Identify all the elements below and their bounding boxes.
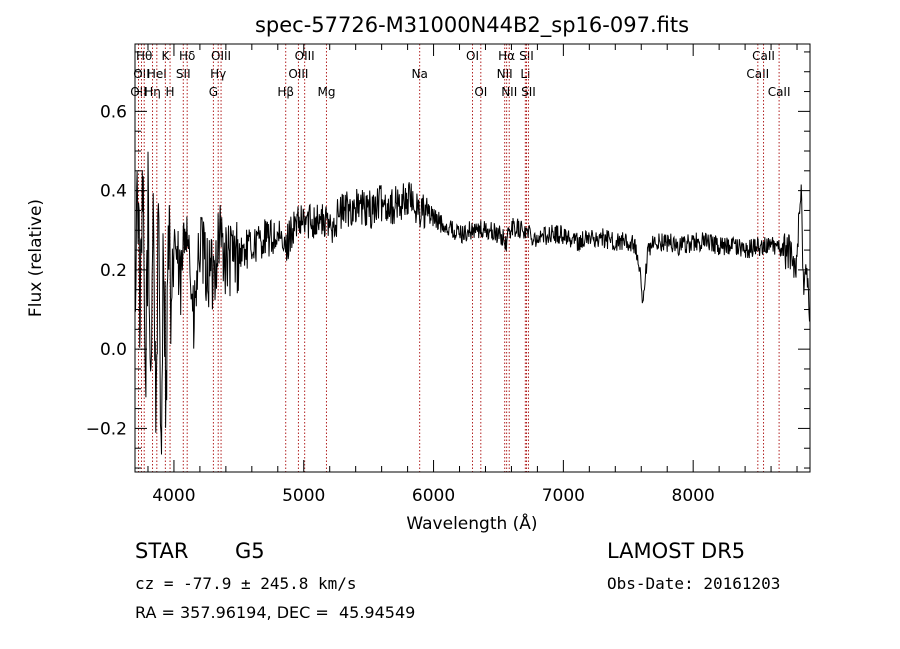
plot-frame	[134, 43, 811, 473]
x-tick-label: 7000	[542, 486, 585, 506]
line-marker-label: OI	[474, 85, 487, 99]
y-tick-label: 0.0	[100, 340, 127, 360]
x-tick-label: 4000	[152, 486, 195, 506]
line-marker-label: OI	[466, 49, 479, 63]
line-marker-label: OII	[133, 67, 150, 81]
line-marker-label: G	[209, 85, 218, 99]
line-marker-label: OIII	[295, 49, 315, 63]
survey-label: LAMOST DR5	[607, 539, 746, 563]
spectrum-line	[135, 151, 810, 455]
line-marker-label: Li	[520, 67, 530, 81]
line-marker-label: CaII	[752, 49, 775, 63]
line-marker-label: K	[161, 49, 170, 63]
y-tick-label: 0.6	[100, 102, 127, 122]
chart-title: spec-57726-M31000N44B2_sp16-097.fits	[255, 13, 689, 38]
y-tick-label: 0.4	[100, 182, 127, 202]
line-marker-label: CaII	[746, 67, 769, 81]
line-marker-label: H	[166, 85, 175, 99]
line-marker-label: NII	[501, 85, 517, 99]
line-marker-label: SII	[521, 85, 536, 99]
y-tick-label: −0.2	[86, 419, 127, 439]
line-marker-label: SII	[176, 67, 191, 81]
line-marker-label: OIII	[211, 49, 231, 63]
y-tick-label: 0.2	[100, 261, 127, 281]
redshift-text: cz = -77.9 ± 245.8 km/s	[135, 574, 357, 593]
obs-date-text: Obs-Date: 20161203	[607, 574, 781, 593]
line-marker-label: Mg	[317, 85, 335, 99]
line-marker-label: Hγ	[210, 67, 226, 81]
x-tick-label: 8000	[672, 486, 715, 506]
x-axis-title: Wavelength (Å)	[406, 512, 537, 534]
y-axis-title: Flux (relative)	[26, 199, 46, 317]
line-marker-label: Hβ	[277, 85, 294, 99]
line-marker-label: OIII	[288, 67, 308, 81]
x-tick-label: 5000	[282, 486, 325, 506]
class-label: STAR	[135, 539, 189, 563]
line-marker-label: Hη	[144, 85, 161, 99]
line-marker-label: Hα	[498, 49, 515, 63]
x-tick-label: 6000	[412, 486, 455, 506]
line-marker-label: CaII	[768, 85, 791, 99]
axis-ticks	[135, 44, 810, 472]
y-tick-labels: −0.2 0.0 0.2 0.4 0.6	[86, 102, 127, 439]
line-marker-label: NII	[497, 67, 513, 81]
radec-text: RA = 357.96194, DEC = 45.94549	[135, 603, 416, 622]
line-marker-label: HeI	[147, 67, 167, 81]
x-tick-labels: 4000 5000 6000 7000 8000	[152, 486, 714, 506]
line-marker-label: SII	[519, 49, 534, 63]
line-marker-label: Na	[411, 67, 427, 81]
line-marker-label: Hθ	[136, 49, 152, 63]
subclass-label: G5	[235, 539, 265, 563]
line-marker-label: Hδ	[179, 49, 195, 63]
